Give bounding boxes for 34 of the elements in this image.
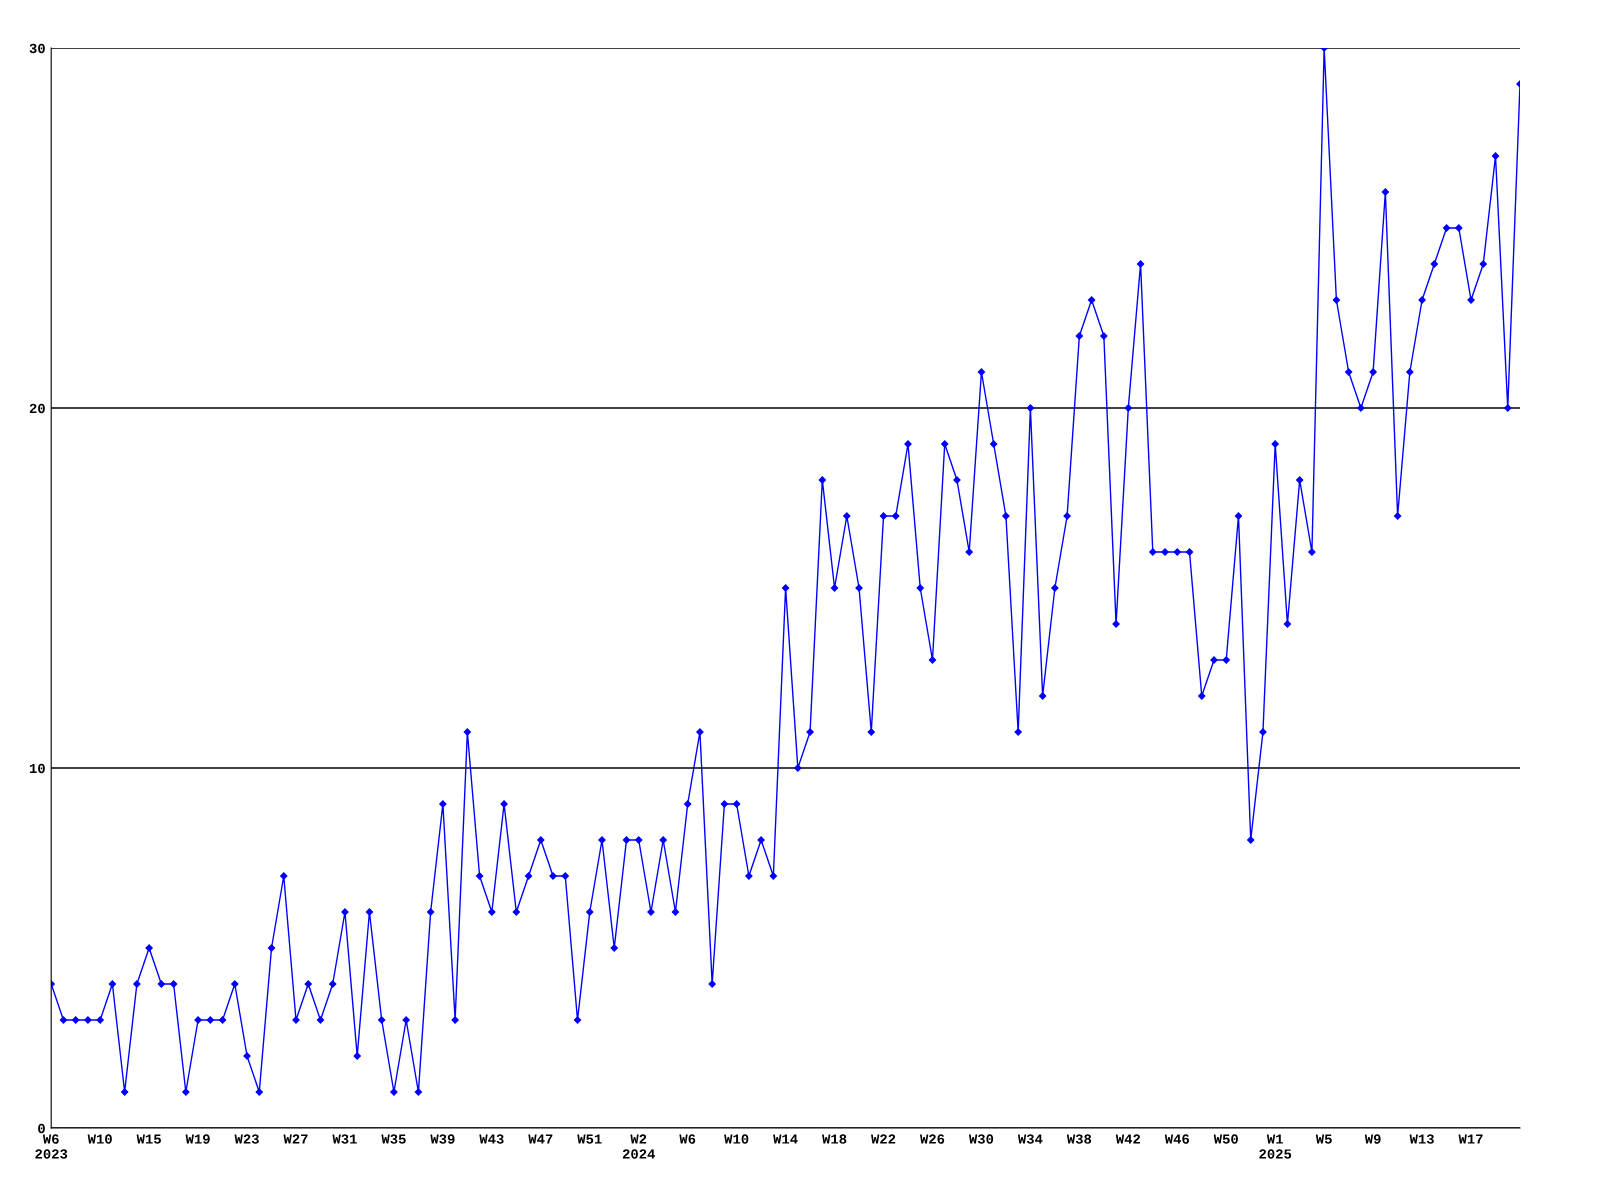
x-tick-label: W51	[577, 1134, 602, 1144]
x-tick-label: W38	[1066, 1134, 1092, 1144]
y-tick-label: 30	[29, 43, 45, 54]
x-tick-label: W9	[1364, 1134, 1381, 1144]
x-tick-label: W42	[1115, 1134, 1141, 1144]
x-tick-label: W5	[1315, 1134, 1332, 1144]
x-tick-label: W34	[1017, 1134, 1043, 1144]
x-tick-label: W50	[1213, 1134, 1238, 1144]
x-tick-label: W23	[234, 1134, 259, 1144]
x-tick-label: W18	[822, 1134, 847, 1144]
x-tick-label: W2 2024	[622, 1134, 655, 1159]
x-tick-label: W27	[283, 1134, 308, 1144]
x-tick-label: W47	[528, 1134, 553, 1144]
x-tick-label: W35	[381, 1134, 406, 1144]
x-tick-label: W17	[1458, 1134, 1483, 1144]
x-tick-label: W6	[679, 1134, 696, 1144]
x-tick-label: W1 2025	[1259, 1134, 1292, 1159]
x-tick-label: W30	[968, 1134, 994, 1144]
y-tick-label: 10	[29, 763, 45, 774]
x-tick-label: W13	[1409, 1134, 1434, 1144]
x-tick-label: W14	[773, 1134, 798, 1144]
x-tick-label: W6 2023	[35, 1134, 68, 1159]
x-tick-label: W46	[1164, 1134, 1190, 1144]
x-tick-label: W26	[919, 1134, 945, 1144]
x-tick-label: W43	[479, 1134, 504, 1144]
x-tick-label: W22	[871, 1134, 896, 1144]
x-tick-label: W39	[430, 1134, 455, 1144]
x-tick-label: W19	[185, 1134, 210, 1144]
x-tick-label: W10	[724, 1134, 749, 1144]
x-tick-label: W10	[87, 1134, 112, 1144]
y-tick-label: 20	[29, 403, 45, 414]
y-tick-label: 0	[38, 1123, 45, 1134]
x-tick-label: W31	[332, 1134, 357, 1144]
x-tick-label: W15	[136, 1134, 161, 1144]
